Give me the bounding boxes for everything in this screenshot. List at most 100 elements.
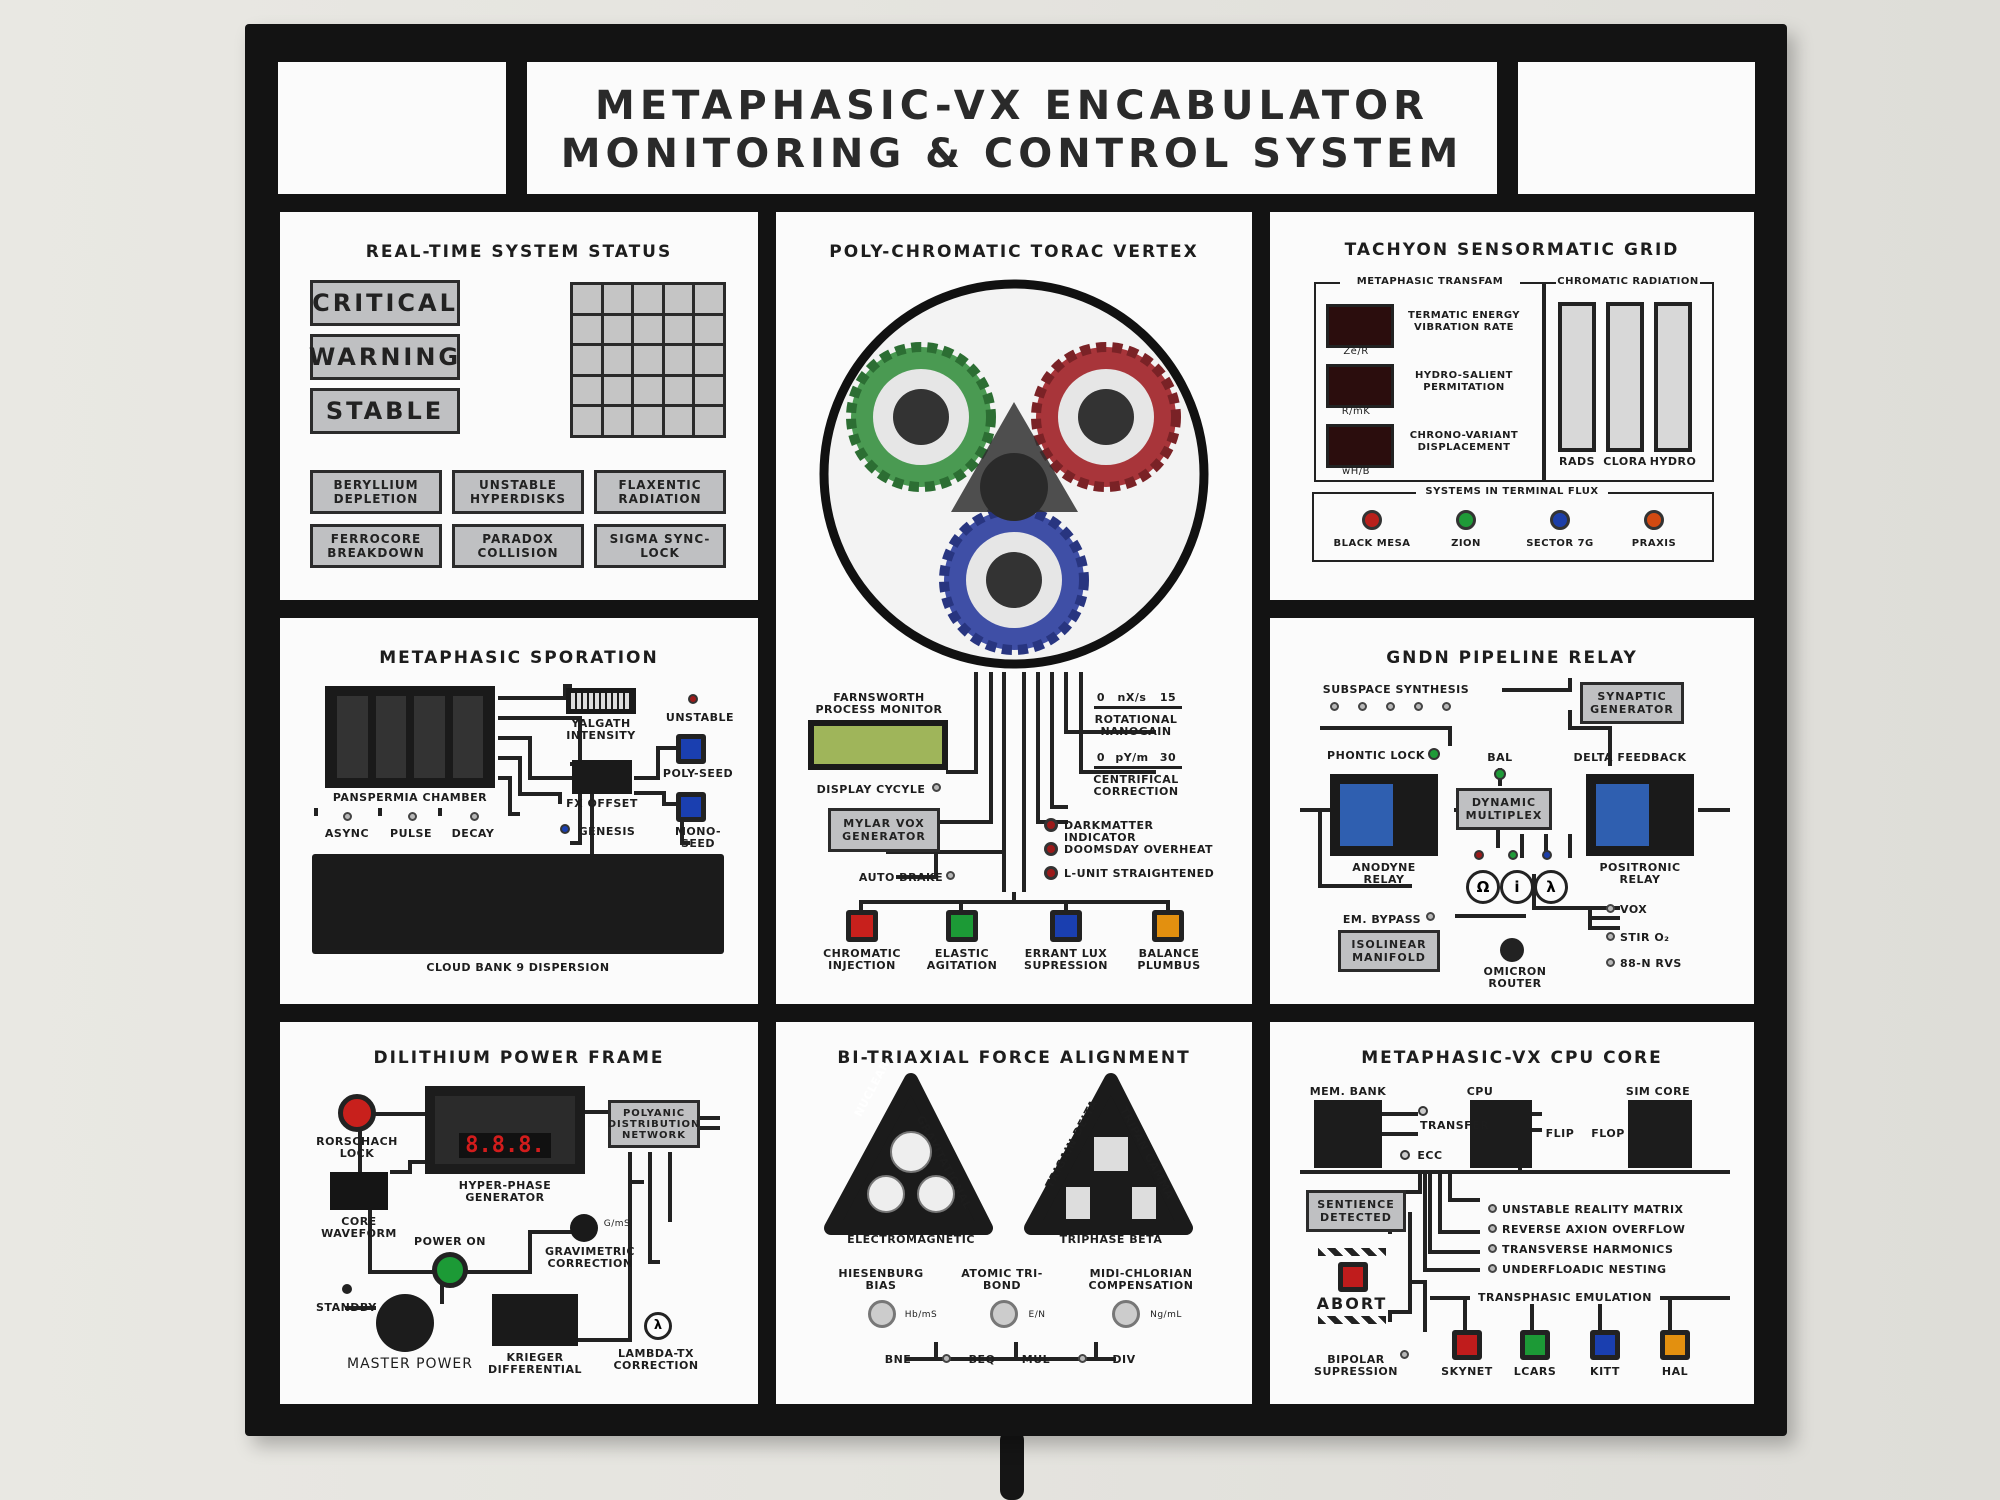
vox-switch[interactable] [1606, 904, 1615, 913]
panel-system-status: REAL-TIME SYSTEM STATUS CRITICAL WARNING… [280, 212, 758, 600]
led-sector-7g [1550, 510, 1570, 530]
chromatic-injection-button[interactable] [846, 910, 878, 942]
gravimetric-knob[interactable] [570, 1214, 598, 1242]
tri1-electromagnetic: ELECTROMAGNETIC [847, 1233, 975, 1246]
power-on-button[interactable] [432, 1252, 468, 1288]
elastic-agitation-label: ELASTIC AGITATION [926, 947, 998, 972]
i-knob[interactable]: i [1500, 870, 1534, 904]
delta-feedback-label: DELTA FEEDBACK [1573, 751, 1687, 764]
lambda-knob[interactable]: λ [1534, 870, 1568, 904]
phontic-lock-label: PHONTIC LOCK [1327, 749, 1425, 762]
subspace-switch-2[interactable] [1358, 702, 1367, 711]
toggle-bne-label: BNE [884, 1353, 912, 1366]
omicron-router-knob[interactable] [1500, 938, 1524, 962]
transfam-label: METAPHASIC TRANSFAM [1340, 276, 1520, 288]
fx-offset-dip [572, 760, 632, 794]
atomic-unit: E/N [1028, 1310, 1046, 1320]
ecc-label: ECC [1417, 1149, 1443, 1162]
subspace-switch-3[interactable] [1386, 702, 1395, 711]
kitt-button[interactable] [1590, 1330, 1620, 1360]
doomsday-label: DOOMSDAY OVERHEAT [1064, 843, 1214, 856]
lambda-tx-knob[interactable]: λ [644, 1312, 672, 1340]
standby-point [342, 1284, 352, 1294]
balance-plumbus-label: BALANCE PLUMBUS [1137, 947, 1201, 972]
display-cycle-switch[interactable] [932, 783, 941, 792]
toggle-branch-switch[interactable] [942, 1354, 951, 1363]
yalgath-bargraph [566, 688, 636, 714]
lcars-label: LCARS [1513, 1365, 1557, 1378]
decay-switch[interactable] [470, 812, 479, 821]
skynet-button[interactable] [1452, 1330, 1482, 1360]
stir-switch[interactable] [1606, 932, 1615, 941]
omicron-label: OMICRON ROUTER [1483, 965, 1547, 990]
async-label: ASYNC [324, 827, 370, 840]
panel-title: DILITHIUM POWER FRAME [373, 1048, 665, 1068]
subspace-switch-1[interactable] [1330, 702, 1339, 711]
poly-seed-label: POLY-SEED [662, 767, 734, 780]
hal-button[interactable] [1660, 1330, 1690, 1360]
panel-title: POLY-CHROMATIC TORAC VERTEX [829, 242, 1199, 262]
errant-lux-button[interactable] [1050, 910, 1082, 942]
poly-seed-button[interactable] [676, 734, 706, 764]
mono-seed-button[interactable] [676, 792, 706, 822]
flux-label: SYSTEMS IN TERMINAL FLUX [1416, 486, 1608, 498]
warning-1: UNSTABLE REALITY MATRIX [1502, 1203, 1684, 1216]
pulse-switch[interactable] [408, 812, 417, 821]
rorschach-lock-button[interactable] [338, 1094, 376, 1132]
synaptic-generator: SYNAPTIC GENERATOR [1580, 682, 1684, 724]
async-switch[interactable] [343, 812, 352, 821]
midi-chlorian-unit: Ng/mL [1150, 1310, 1182, 1320]
unstable-led [688, 694, 698, 704]
toggle-beq-label: BEQ [968, 1353, 996, 1366]
power-cable [1000, 1430, 1024, 1500]
cpu-matrix [1470, 1100, 1532, 1168]
emulation-label: TRANSPHASIC EMULATION [1470, 1292, 1660, 1304]
label-praxis: PRAXIS [1631, 538, 1677, 549]
genesis-label: GENESIS [578, 825, 636, 838]
auto-brake-switch[interactable] [946, 871, 955, 880]
label-zion: ZION [1451, 538, 1481, 549]
bipolar-switch[interactable] [1400, 1350, 1409, 1359]
led-praxis [1644, 510, 1664, 530]
lcars-button[interactable] [1520, 1330, 1550, 1360]
rvs-switch[interactable] [1606, 958, 1615, 967]
midi-chlorian-knob[interactable] [1112, 1300, 1140, 1328]
hiesenburg-knob[interactable] [868, 1300, 896, 1328]
pulse-label: PULSE [390, 827, 432, 840]
readout-1-unit: Ze/R [1343, 346, 1369, 357]
cent-scale-min: 0 [1096, 751, 1106, 764]
abort-button[interactable] [1338, 1262, 1368, 1292]
readout-1 [1326, 304, 1394, 348]
force-graphics [824, 1073, 1193, 1361]
subspace-switch-5[interactable] [1442, 702, 1451, 711]
bal-label: BAL [1487, 751, 1513, 764]
cloud-bank-panel [312, 854, 724, 954]
glyph-grid [570, 282, 726, 438]
flop-label: FLOP [1591, 1127, 1625, 1140]
chromatic-injection-label: CHROMATIC INJECTION [823, 947, 901, 972]
lambda-tx-label: LAMBDA-TX CORRECTION [613, 1347, 699, 1372]
sim-core-label: SIM CORE [1625, 1085, 1691, 1098]
polyanic-network: POLYANIC DISTRIBUTION NETWORK [608, 1100, 700, 1148]
balance-plumbus-button[interactable] [1152, 910, 1184, 942]
rorschach-label: RORSCHACH LOCK [316, 1135, 398, 1160]
cent-label: CENTRIFICAL CORRECTION [1093, 773, 1179, 798]
subspace-switch-4[interactable] [1414, 702, 1423, 711]
em-bypass-switch[interactable] [1426, 912, 1435, 921]
readout-3 [1326, 424, 1394, 468]
bar-rads [1558, 302, 1596, 452]
unstable-label: UNSTABLE [665, 711, 735, 724]
warning-4: UNDERFLOADIC NESTING [1502, 1263, 1667, 1276]
knob-led-2 [1508, 850, 1518, 860]
hiesenburg-label: HIESENBURG BIAS [838, 1267, 924, 1292]
omega-knob[interactable]: Ω [1466, 870, 1500, 904]
elastic-agitation-button[interactable] [946, 910, 978, 942]
blank-plate-left [278, 62, 506, 194]
cent-scale-bar [1094, 766, 1182, 769]
toggle-math-switch[interactable] [1078, 1354, 1087, 1363]
knob-led-1 [1474, 850, 1484, 860]
master-power-switch[interactable] [376, 1294, 434, 1352]
atomic-knob[interactable] [990, 1300, 1018, 1328]
rot-scale-min: 0 [1096, 691, 1106, 704]
rot-scale-max: 15 [1159, 691, 1177, 704]
